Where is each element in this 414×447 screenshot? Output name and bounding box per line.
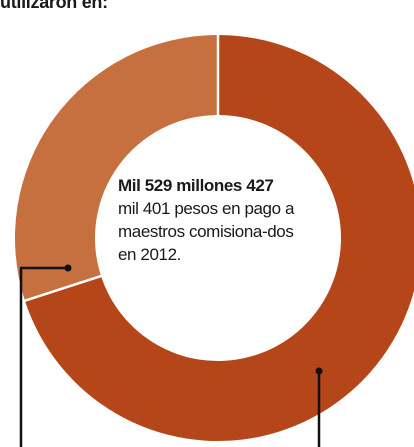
center-bold-amount: Mil 529 millones [118, 176, 242, 195]
leader-dot-left [64, 264, 72, 272]
center-annotation: Mil 529 millones 427 mil 401 pesos en pa… [118, 174, 298, 266]
donut-slices [15, 33, 414, 441]
donut-slice-1 [15, 35, 218, 301]
center-bold-number: 427 [241, 176, 274, 195]
center-body-text: mil 401 pesos en pago a maestros comisio… [118, 199, 295, 264]
leader-dot-right [315, 367, 323, 375]
leader-lines [19, 264, 323, 447]
header-text-fragment: utilizaron en: [0, 0, 108, 10]
donut-slice-0 [24, 35, 414, 441]
slice-separator-1 [22, 274, 104, 303]
